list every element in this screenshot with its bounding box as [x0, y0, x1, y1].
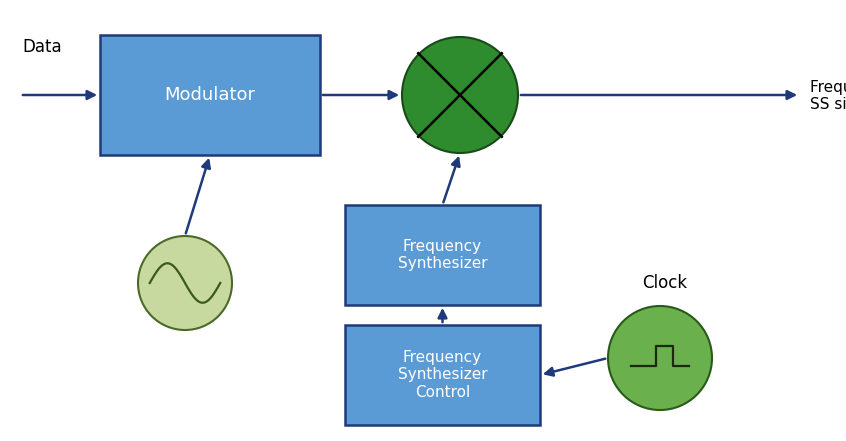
FancyBboxPatch shape	[345, 325, 540, 425]
FancyBboxPatch shape	[345, 205, 540, 305]
Text: Frequency
Synthesizer
Control: Frequency Synthesizer Control	[398, 350, 487, 400]
Text: Modulator: Modulator	[164, 86, 255, 104]
FancyBboxPatch shape	[100, 35, 320, 155]
Text: Frequency
Synthesizer: Frequency Synthesizer	[398, 239, 487, 271]
Circle shape	[402, 37, 518, 153]
Text: Data: Data	[22, 38, 62, 56]
Text: Clock: Clock	[642, 274, 688, 292]
Circle shape	[608, 306, 712, 410]
Circle shape	[138, 236, 232, 330]
Text: Frequency hopped
SS signal: Frequency hopped SS signal	[810, 80, 846, 112]
